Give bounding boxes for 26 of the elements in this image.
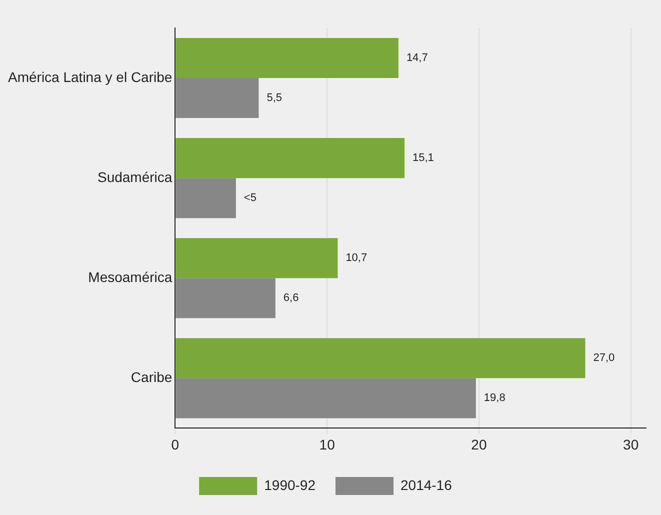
x-tick-label: 0 bbox=[171, 436, 180, 452]
bar bbox=[176, 338, 586, 378]
legend-label: 2014-16 bbox=[400, 476, 452, 493]
bar bbox=[176, 378, 476, 418]
bar bbox=[176, 78, 259, 118]
y-tick-label: Mesoamérica bbox=[88, 268, 172, 285]
bar bbox=[176, 178, 236, 218]
y-tick-label: Sudamérica bbox=[97, 168, 172, 185]
data-label: 14,7 bbox=[406, 52, 428, 64]
data-label: 5,5 bbox=[266, 92, 282, 104]
bar bbox=[176, 238, 338, 278]
data-label: 15,1 bbox=[412, 152, 434, 164]
data-label: 19,8 bbox=[484, 392, 506, 404]
y-tick-label: América Latina y el Caribe bbox=[8, 68, 172, 85]
data-label: 6,6 bbox=[283, 292, 299, 304]
x-tick-label: 30 bbox=[623, 436, 639, 452]
legend-label: 1990-92 bbox=[264, 476, 316, 493]
bar bbox=[176, 138, 405, 178]
data-label: 27,0 bbox=[593, 352, 615, 364]
data-label: 10,7 bbox=[346, 252, 368, 264]
x-tick-label: 20 bbox=[471, 436, 487, 452]
data-label: <5 bbox=[244, 192, 256, 204]
bar bbox=[176, 278, 276, 318]
y-tick-label: Caribe bbox=[130, 369, 172, 386]
x-tick-label: 10 bbox=[319, 436, 336, 452]
bar bbox=[176, 38, 398, 78]
